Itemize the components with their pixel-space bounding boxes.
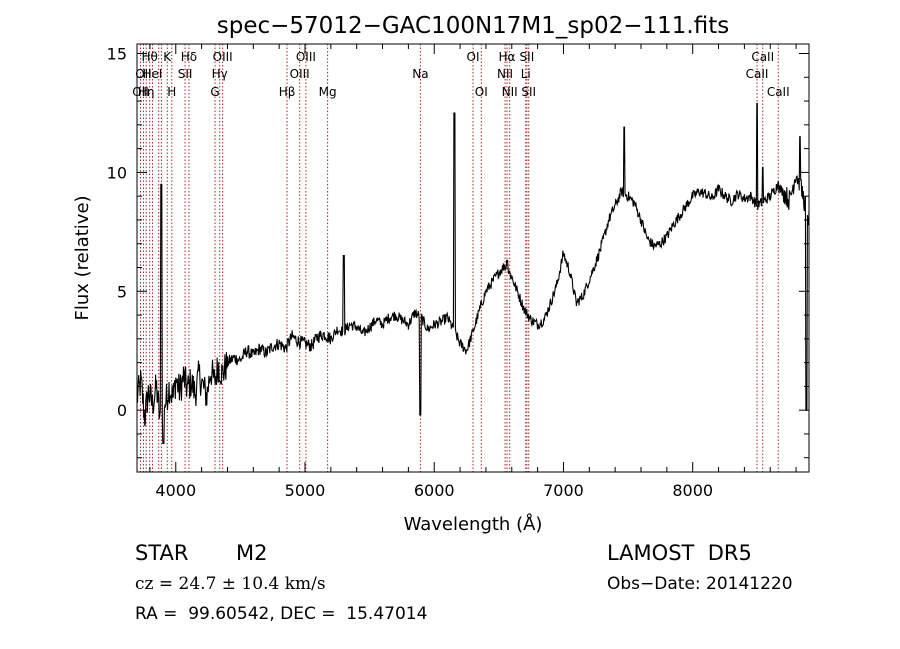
x-tick-label: 4000 [155,481,196,500]
x-axis-label: Wavelength (Å) [404,513,543,535]
spectral-line-labels: OIIOIIHηHθHeIKHSIIHδGHγOIIIHβOIIIOIIIMgN… [132,50,789,99]
object-class: STAR [135,541,189,565]
chart-title: spec−57012−GAC100N17M1_sp02−111.fits [217,13,729,39]
line-marker-label: Li [521,67,531,81]
object-subclass: M2 [236,541,268,565]
line-marker-label: CaII [751,50,774,64]
line-marker-label: Hδ [181,50,197,64]
x-tick-label: 8000 [672,481,713,500]
line-marker-label: Hα [499,50,516,64]
coordinates: RA = 99.60542, DEC = 15.47014 [135,604,428,624]
line-marker-label: Mg [319,85,337,99]
line-marker-label: NII [497,67,513,81]
line-marker-label: H [167,85,176,99]
survey-name: LAMOST DR5 [607,541,752,565]
line-marker-label: Hγ [212,67,228,81]
line-marker-label: G [210,85,219,99]
line-marker-label: CaII [746,67,769,81]
spectrum-line [136,102,810,445]
line-marker-label: CaII [767,85,790,99]
y-tick-label: 0 [117,401,127,420]
line-marker-label: OIII [213,50,233,64]
y-tick-label: 5 [117,282,127,301]
line-marker-label: HeI [143,67,163,81]
line-marker-label: Hβ [279,85,296,99]
spectral-line-markers [139,44,779,472]
x-axis-ticks: 4000 5000 6000 7000 8000 [149,44,797,500]
line-marker-label: SII [520,50,535,64]
y-tick-label: 15 [107,45,127,64]
line-marker-label: OII [132,85,149,99]
y-axis-ticks: 0 5 10 15 [107,45,809,459]
y-tick-label: 10 [107,163,127,182]
line-marker-label: OIII [290,67,310,81]
line-marker-label: SII [521,85,536,99]
observation-date: Obs−Date: 20141220 [607,574,793,594]
line-marker-label: OI [475,85,488,99]
line-marker-label: NII [502,85,518,99]
line-marker-label: K [163,50,172,64]
plot-frame [136,43,810,473]
line-marker-label: Hθ [141,50,157,64]
x-tick-label: 7000 [543,481,584,500]
x-tick-label: 5000 [285,481,326,500]
line-marker-label: SII [178,67,193,81]
line-marker-label: Na [412,67,428,81]
line-marker-label: Hη [138,85,155,99]
redshift-velocity: cz = 24.7 ± 10.4 km/s [135,574,326,594]
x-tick-label: 6000 [414,481,455,500]
line-marker-label: OI [467,50,480,64]
y-axis-label: Flux (relative) [72,195,93,320]
line-marker-label: OIII [296,50,316,64]
